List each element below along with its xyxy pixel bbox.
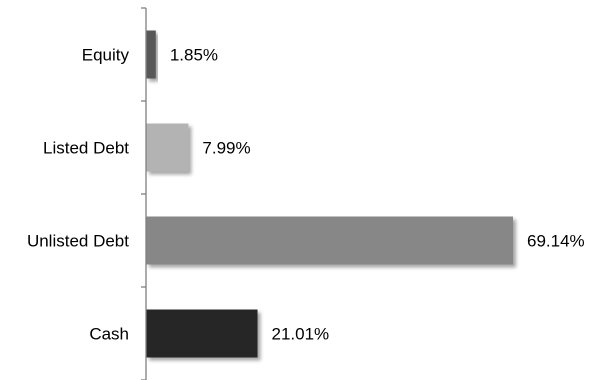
bar-equity — [146, 30, 156, 79]
labels-layer: Equity 1.85% Listed Debt 7.99% Unlisted Debt… — [27, 46, 585, 344]
bars-layer — [146, 30, 513, 358]
category-label-cash: Cash — [89, 325, 129, 344]
value-label-equity: 1.85% — [170, 46, 218, 65]
value-label-unlisted-debt: 69.14% — [527, 232, 585, 251]
value-label-listed-debt: 7.99% — [202, 139, 250, 158]
bar-unlisted-debt — [146, 216, 513, 265]
category-axis — [141, 7, 147, 380]
category-label-equity: Equity — [82, 46, 130, 65]
bar-cash — [146, 309, 258, 358]
value-label-cash: 21.01% — [272, 325, 330, 344]
category-label-unlisted-debt: Unlisted Debt — [27, 232, 129, 251]
bar-listed-debt — [146, 123, 189, 172]
category-label-listed-debt: Listed Debt — [43, 139, 129, 158]
